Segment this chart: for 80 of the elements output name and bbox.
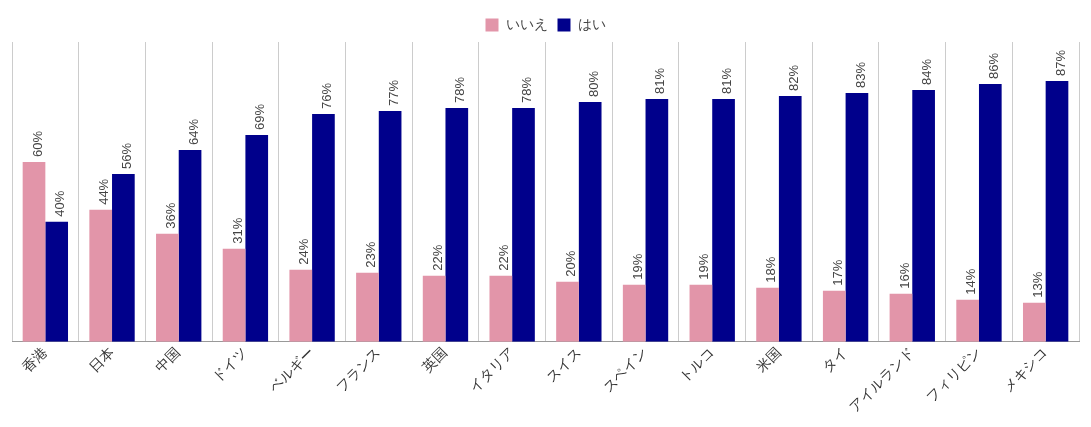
data-label: 78%: [452, 76, 468, 103]
x-tick-label: 中国: [152, 344, 184, 376]
data-label: 82%: [785, 64, 801, 91]
bar: [22, 161, 46, 342]
data-label: 81%: [719, 67, 735, 94]
data-label: 18%: [763, 256, 779, 283]
x-tick-label: スペイン: [599, 344, 651, 395]
x-tick-label: フランス: [332, 344, 384, 395]
data-label: 81%: [652, 67, 668, 94]
bar: [378, 110, 402, 342]
x-tick-label: ドイツ: [209, 344, 251, 386]
data-label: 76%: [319, 82, 335, 109]
data-label: 36%: [162, 202, 178, 229]
legend-label: いいえ: [505, 15, 548, 32]
x-tick-label: イタリア: [465, 344, 517, 395]
bar: [978, 83, 1002, 342]
data-label: 44%: [96, 178, 112, 205]
data-label: 19%: [696, 253, 712, 280]
bar: [222, 248, 246, 342]
data-label: 83%: [852, 61, 868, 88]
data-label: 16%: [896, 262, 912, 289]
bar: [689, 284, 713, 342]
bar: [712, 98, 735, 342]
bar: [112, 173, 135, 342]
data-label: 14%: [963, 268, 979, 295]
x-tick-label: 英国: [419, 344, 451, 376]
data-label: 60%: [29, 130, 45, 157]
data-label: 84%: [919, 58, 935, 85]
data-label: 78%: [519, 76, 535, 103]
data-label: 86%: [985, 52, 1001, 79]
bar: [622, 284, 646, 342]
bar: [445, 107, 469, 342]
data-label: 19%: [629, 253, 645, 280]
data-label: 13%: [1029, 271, 1045, 298]
x-tick-label: ベルギー: [265, 344, 317, 395]
data-label: 20%: [563, 250, 579, 277]
bar: [645, 98, 669, 342]
bar: [156, 233, 179, 342]
data-label: 64%: [185, 118, 201, 145]
bar: [356, 272, 379, 342]
data-label: 23%: [363, 241, 379, 268]
x-tick-label: スイス: [542, 344, 584, 386]
bar: [956, 299, 979, 342]
bar: [845, 92, 869, 342]
bar: [756, 287, 779, 342]
bar: [889, 293, 913, 342]
data-label: 22%: [496, 244, 512, 271]
bar: [489, 275, 513, 342]
x-tick-label: 香港: [18, 344, 51, 376]
x-tick-label: 日本: [85, 344, 117, 376]
data-label: 56%: [118, 142, 134, 169]
data-label: 22%: [429, 244, 445, 271]
data-label: 69%: [252, 103, 268, 130]
data-label: 87%: [1052, 49, 1068, 76]
legend-label: はい: [577, 15, 606, 32]
data-label: 40%: [52, 190, 68, 217]
bar: [778, 95, 802, 342]
x-tick-label: 米国: [752, 344, 784, 376]
bar: [178, 149, 202, 342]
x-tick-label: フィリピン: [922, 344, 984, 405]
x-tick-label: トルコ: [675, 344, 717, 386]
data-label: 31%: [229, 217, 245, 244]
bar: [89, 209, 113, 342]
bar: [312, 113, 335, 342]
bar: [1022, 302, 1046, 342]
bar: [912, 89, 935, 342]
bar: [245, 134, 269, 342]
data-label: 17%: [829, 259, 845, 286]
x-tick-label: メキシコ: [999, 344, 1051, 395]
bar: [822, 290, 846, 342]
data-label: 80%: [585, 70, 601, 97]
bar: [422, 275, 446, 342]
bar: [578, 101, 602, 342]
data-label: 24%: [296, 238, 312, 265]
bar: [289, 269, 313, 342]
bar: [556, 281, 579, 342]
data-label: 77%: [385, 79, 401, 106]
bar: [45, 221, 69, 342]
bar: [512, 107, 535, 342]
bar: [1045, 80, 1069, 342]
